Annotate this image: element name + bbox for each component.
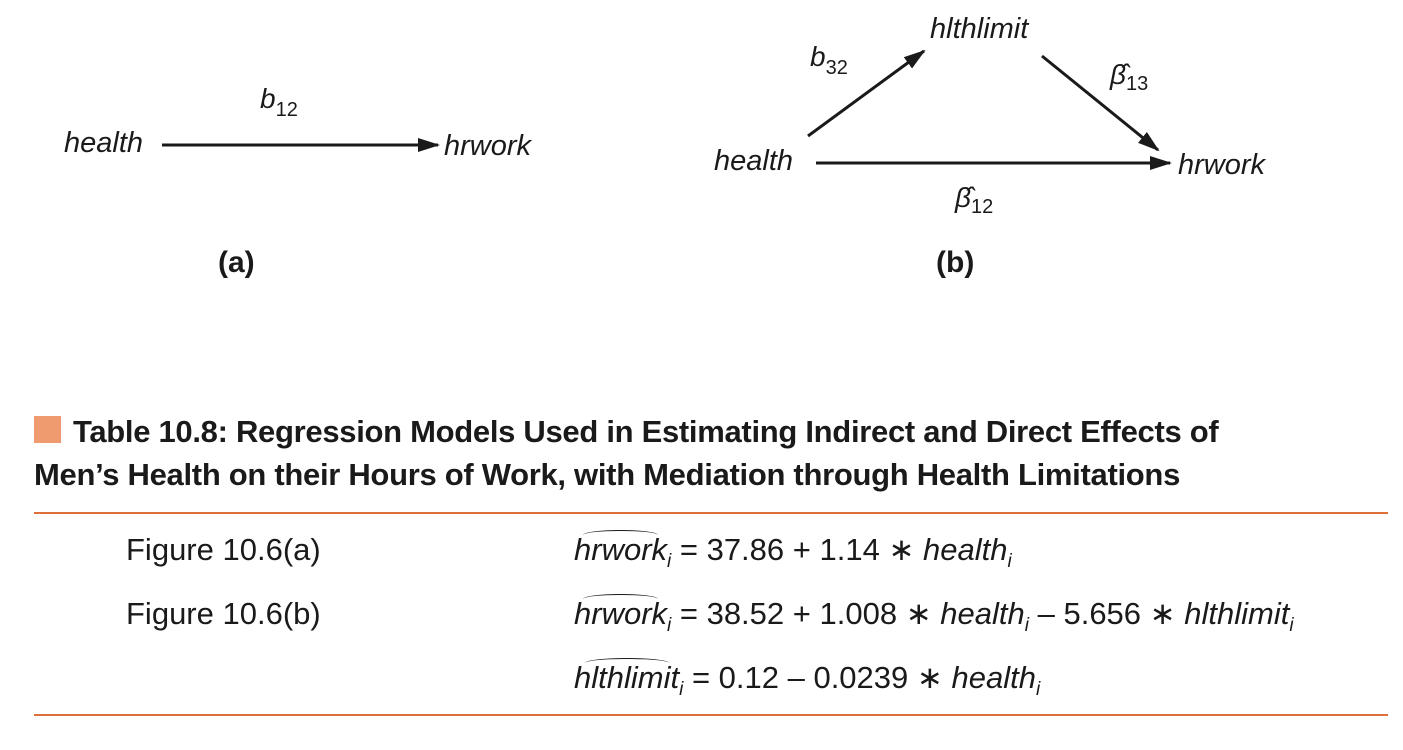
title-marker-square [34,416,61,443]
eq-var: health [951,660,1036,695]
table-row: Figure 10.6(b) hrworki = 38.52 + 1.008 ∗… [0,594,1403,656]
eq-rhs-part: = 0.12 – 0.0239 [683,660,917,695]
coef-beta12: β̂12 [954,182,993,218]
eq-var-sub: i [1035,679,1041,701]
node-hlthlimit-b: hlthlimit [930,13,1030,45]
eq-var: hlthlimit [1184,596,1290,631]
figure-b: hlthlimit health hrwork b32 β̂13 β̂12 (b… [714,13,1267,279]
node-health-b: health [714,145,793,177]
row-equation: hrworki = 37.86 + 1.14 ∗ healthi [574,530,1012,573]
row-equation: hrworki = 38.52 + 1.008 ∗ healthi – 5.65… [574,594,1294,637]
table-bottom-rule [34,714,1388,716]
eq-lhs-var: hrwork [574,530,668,567]
times-symbol: ∗ [916,660,943,695]
eq-rhs-part: = 38.52 + 1.008 [671,596,906,631]
times-symbol: ∗ [905,596,932,631]
eq-var-sub: i [1289,615,1294,637]
coef-beta13: β̂13 [1109,59,1148,95]
row-label: Figure 10.6(a) [126,532,321,567]
eq-lhs-var: hlthlimit [574,658,680,695]
table-title: Table 10.8: Regression Models Used in Es… [34,410,1394,496]
panel-label-a: (a) [218,246,255,279]
eq-lhs-var: hrwork [574,594,668,631]
table-title-line1: Table 10.8: Regression Models Used in Es… [73,414,1219,449]
panel-label-b: (b) [936,246,974,279]
eq-var: health [923,532,1008,567]
eq-lhs-sub: i [667,551,672,573]
arrow-hlthlimit-to-hrwork [1041,54,1160,152]
coef-b32: b32 [810,41,848,79]
figure-a: health hrwork b12 (a) [64,83,533,279]
eq-var-sub: i [1024,615,1029,637]
table-row: Figure 10.6(a) hrworki = 37.86 + 1.14 ∗ … [0,530,1403,592]
node-hrwork-b: hrwork [1178,149,1267,181]
row-label: Figure 10.6(b) [126,596,321,631]
eq-rhs-part: = 37.86 + 1.14 [671,532,889,567]
eq-var-sub: i [1007,551,1012,573]
times-symbol: ∗ [888,532,915,567]
arrow-health-to-hlthlimit [807,49,926,138]
coef-b12-a: b12 [260,83,298,121]
eq-lhs-sub: i [667,615,672,637]
eq-rhs-part: – 5.656 [1029,596,1150,631]
row-equation: hlthlimiti = 0.12 – 0.0239 ∗ healthi [574,658,1041,701]
node-health-a: health [64,127,143,159]
node-hrwork-a: hrwork [444,130,533,162]
path-diagrams: health hrwork b12 (a) hlthlimit health h… [64,13,1267,279]
table-row: hlthlimiti = 0.12 – 0.0239 ∗ healthi [0,658,1403,720]
table-title-line2: Men’s Health on their Hours of Work, wit… [34,457,1181,492]
table-top-rule [34,512,1388,514]
times-symbol: ∗ [1149,596,1176,631]
eq-var: health [940,596,1025,631]
eq-lhs-sub: i [679,679,684,701]
